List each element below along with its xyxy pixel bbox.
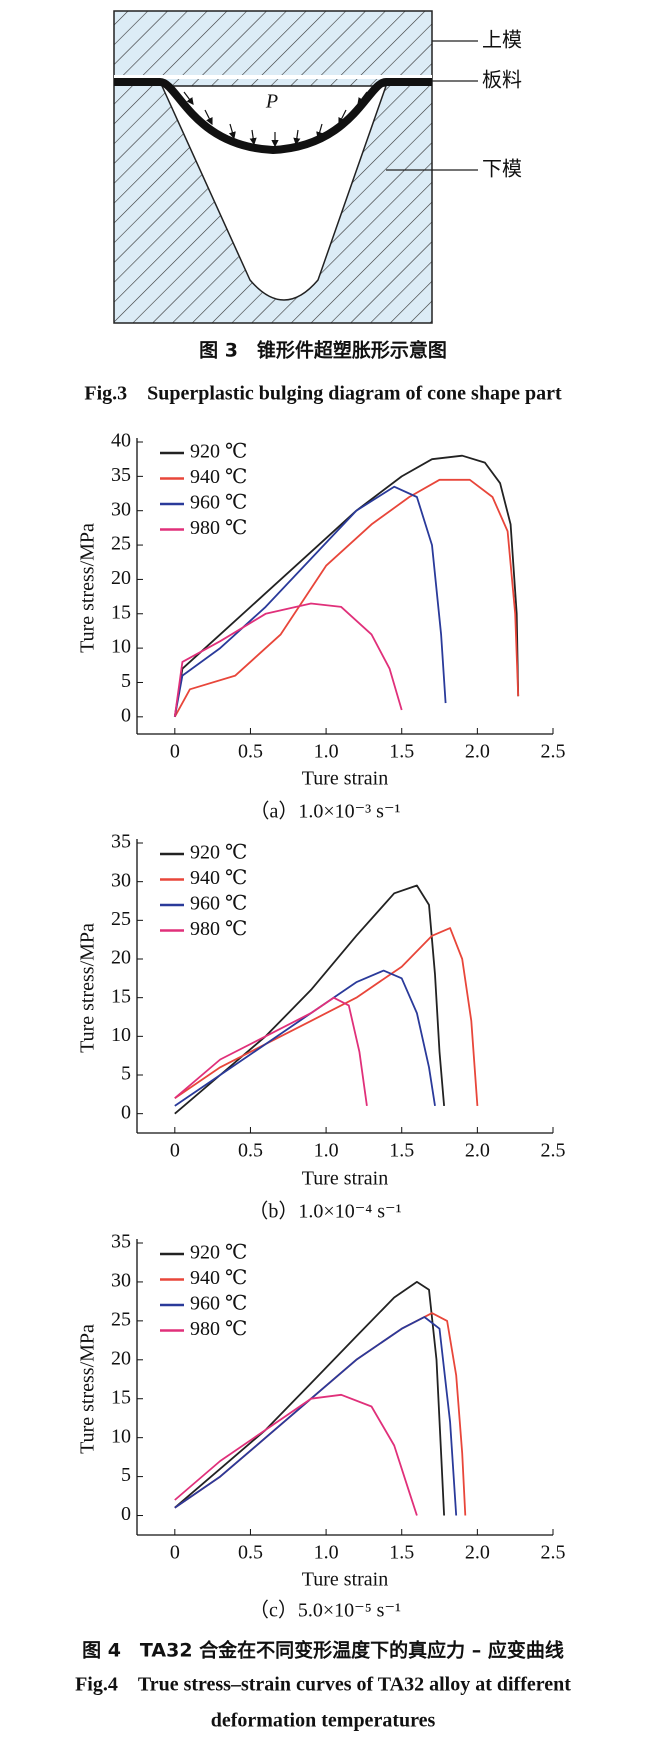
- y-tick-label: 10: [111, 1024, 131, 1046]
- x-tick-label: 0.5: [238, 741, 263, 763]
- bulging-diagram: P 上模 板料 下模: [113, 10, 522, 324]
- series-line: [174, 1312, 467, 1516]
- y-tick-label: 35: [111, 464, 131, 486]
- x-tick-label: 0.5: [238, 1140, 263, 1162]
- legend-label: 940 ℃: [190, 867, 247, 889]
- x-tick-label: 2.0: [465, 741, 490, 763]
- series-line: [173, 454, 520, 717]
- legend-label: 960 ℃: [190, 893, 247, 915]
- label: 板料: [482, 68, 522, 92]
- y-tick-label: 0: [121, 1503, 131, 1525]
- sheet: [114, 78, 432, 155]
- x-tick-label: 2.0: [465, 1542, 490, 1564]
- x-axis-label: Ture strain: [302, 768, 388, 790]
- series-line: [173, 602, 403, 717]
- series-line: [174, 969, 436, 1107]
- y-tick-label: 15: [111, 601, 131, 623]
- series-line: [174, 1316, 458, 1516]
- legend-label: 920 ℃: [190, 1242, 247, 1264]
- y-axis-label: Ture stress/MPa: [77, 1324, 99, 1454]
- y-tick-label: 0: [121, 704, 131, 726]
- x-axis-label: Ture strain: [302, 1168, 388, 1190]
- y-tick-label: 25: [111, 533, 131, 555]
- x-tick-label: 1.0: [314, 1542, 339, 1564]
- chart-caption: （c）5.0×10⁻⁵ s⁻¹: [249, 1599, 401, 1622]
- y-tick-label: 15: [111, 985, 131, 1007]
- series-line: [174, 1393, 418, 1516]
- legend-label: 980 ℃: [190, 1318, 247, 1340]
- caption: Fig.4 True stress–strain curves of TA32 …: [75, 1674, 571, 1696]
- legend-label: 940 ℃: [190, 466, 247, 488]
- y-tick-label: 15: [111, 1386, 131, 1408]
- y-tick-label: 30: [111, 1270, 131, 1292]
- legend-label: 980 ℃: [190, 517, 247, 539]
- gap: [114, 75, 432, 79]
- series-line: [174, 478, 520, 718]
- x-tick-label: 2.0: [465, 1140, 490, 1162]
- series-line: [173, 485, 447, 717]
- y-tick-label: 20: [111, 1347, 131, 1369]
- series-line: [174, 1281, 445, 1516]
- x-tick-label: 1.0: [314, 1140, 339, 1162]
- x-tick-label: 0: [170, 1140, 180, 1162]
- y-tick-label: 0: [121, 1101, 131, 1123]
- series-line: [174, 927, 479, 1106]
- y-tick-label: 5: [121, 670, 131, 692]
- chart-caption: （b）1.0×10⁻⁴ s⁻¹: [248, 1200, 401, 1223]
- y-tick-label: 35: [111, 831, 131, 853]
- y-tick-label: 25: [111, 1308, 131, 1330]
- y-tick-label: 30: [111, 498, 131, 520]
- label: 上模: [482, 28, 522, 52]
- x-tick-label: 1.5: [389, 1542, 414, 1564]
- caption: deformation temperatures: [211, 1710, 436, 1732]
- caption: 图 4 TA32 合金在不同变形温度下的真应力 – 应变曲线: [82, 1639, 564, 1662]
- y-axis-label: Ture stress/MPa: [77, 523, 99, 653]
- legend-label: 980 ℃: [190, 918, 247, 940]
- x-tick-label: 2.5: [541, 741, 566, 763]
- y-tick-label: 35: [111, 1231, 131, 1253]
- leaders: [386, 40, 478, 171]
- x-tick-label: 1.0: [314, 741, 339, 763]
- label: 下模: [482, 157, 522, 181]
- series-line: [174, 884, 445, 1115]
- legend-label: 960 ℃: [190, 1293, 247, 1315]
- x-tick-label: 0.5: [238, 1542, 263, 1564]
- cavity: [160, 85, 388, 301]
- y-tick-label: 10: [111, 636, 131, 658]
- x-tick-label: 2.5: [541, 1140, 566, 1162]
- x-tick-label: 1.5: [389, 741, 414, 763]
- x-tick-label: 1.5: [389, 1140, 414, 1162]
- y-tick-label: 5: [121, 1063, 131, 1085]
- caption: Fig.3 Superplastic bulging diagram of co…: [84, 383, 562, 405]
- legend-label: 920 ℃: [190, 842, 247, 864]
- y-axis-label: Ture stress/MPa: [77, 923, 99, 1053]
- legend-label: 960 ℃: [190, 492, 247, 514]
- x-axis-label: Ture strain: [302, 1569, 388, 1591]
- chart-caption: （a）1.0×10⁻³ s⁻¹: [249, 800, 400, 823]
- y-tick-label: 20: [111, 567, 131, 589]
- y-tick-label: 5: [121, 1464, 131, 1486]
- y-tick-label: 20: [111, 947, 131, 969]
- series-line: [174, 996, 368, 1107]
- legend-label: 940 ℃: [190, 1267, 247, 1289]
- y-tick-label: 25: [111, 908, 131, 930]
- pressure-arrows: [183, 91, 368, 148]
- x-tick-label: 0: [170, 741, 180, 763]
- y-tick-label: 30: [111, 869, 131, 891]
- caption: 图 3 锥形件超塑胀形示意图: [199, 339, 447, 362]
- x-tick-label: 0: [170, 1542, 180, 1564]
- y-tick-label: 10: [111, 1425, 131, 1447]
- y-tick-label: 40: [111, 430, 131, 452]
- pressure-label: P: [265, 91, 278, 113]
- legend-label: 920 ℃: [190, 441, 247, 463]
- x-tick-label: 2.5: [541, 1542, 566, 1564]
